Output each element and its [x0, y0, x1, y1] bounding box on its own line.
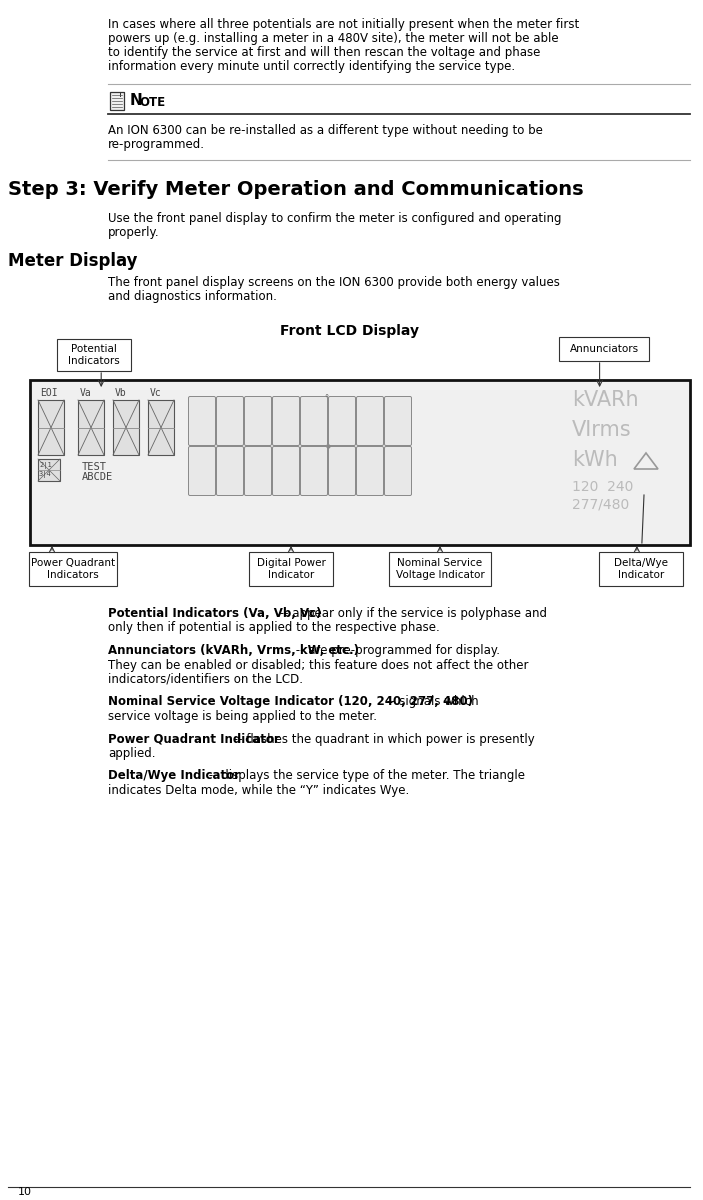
FancyBboxPatch shape: [29, 552, 117, 586]
Text: indicators/identifiers on the LCD.: indicators/identifiers on the LCD.: [108, 673, 303, 686]
FancyBboxPatch shape: [245, 396, 271, 445]
Text: -- signals which: -- signals which: [383, 696, 479, 708]
Text: 120  240: 120 240: [572, 480, 633, 494]
Text: -- flashes the quadrant in which power is presently: -- flashes the quadrant in which power i…: [231, 732, 535, 745]
Bar: [78, 400, 104, 455]
FancyBboxPatch shape: [389, 552, 491, 586]
FancyBboxPatch shape: [328, 396, 356, 445]
Bar: [113, 400, 139, 455]
Text: Annunciators: Annunciators: [569, 344, 638, 354]
Text: applied.: applied.: [108, 746, 155, 760]
Text: -- are pre-programmed for display.: -- are pre-programmed for display.: [292, 644, 500, 658]
Text: to identify the service at first and will then rescan the voltage and phase: to identify the service at first and wil…: [108, 46, 541, 59]
Text: Digital Power
Indicator: Digital Power Indicator: [257, 558, 325, 580]
Bar: [30, 380, 690, 545]
Text: VIrms: VIrms: [572, 420, 631, 440]
Text: N: N: [130, 92, 143, 108]
Text: TEST: TEST: [82, 462, 107, 472]
Text: In cases where all three potentials are not initially present when the meter fir: In cases where all three potentials are …: [108, 18, 579, 31]
Text: An ION 6300 can be re-installed as a different type without needing to be: An ION 6300 can be re-installed as a dif…: [108, 124, 543, 137]
FancyBboxPatch shape: [273, 396, 299, 445]
FancyBboxPatch shape: [245, 446, 271, 496]
FancyBboxPatch shape: [559, 337, 649, 361]
Text: Nominal Service
Voltage Indicator: Nominal Service Voltage Indicator: [396, 558, 484, 580]
Text: ABCDE: ABCDE: [82, 472, 113, 482]
Text: Delta/Wye
Indicator: Delta/Wye Indicator: [614, 558, 668, 580]
FancyBboxPatch shape: [217, 396, 243, 445]
Text: 10: 10: [18, 1187, 32, 1198]
Text: Step 3: Verify Meter Operation and Communications: Step 3: Verify Meter Operation and Commu…: [8, 180, 583, 199]
Text: kWh: kWh: [572, 450, 618, 470]
Text: Vc: Vc: [150, 388, 162, 398]
Text: Annunciators (kVARh, Vrms, kW, etc.): Annunciators (kVARh, Vrms, kW, etc.): [108, 644, 359, 658]
Bar: [148, 400, 174, 455]
Text: Power Quadrant Indicator: Power Quadrant Indicator: [108, 732, 280, 745]
Text: Use the front panel display to confirm the meter is configured and operating: Use the front panel display to confirm t…: [108, 212, 562, 226]
Text: 3|4: 3|4: [39, 470, 52, 478]
Text: Meter Display: Meter Display: [8, 252, 138, 270]
Text: Nominal Service Voltage Indicator (120, 240, 277, 480): Nominal Service Voltage Indicator (120, …: [108, 696, 473, 708]
Text: information every minute until correctly identifying the service type.: information every minute until correctly…: [108, 60, 515, 73]
Text: properly.: properly.: [108, 226, 160, 239]
FancyBboxPatch shape: [385, 446, 411, 496]
Text: -- displays the service type of the meter. The triangle: -- displays the service type of the mete…: [205, 769, 525, 782]
FancyBboxPatch shape: [385, 396, 411, 445]
Text: kVARh: kVARh: [572, 390, 638, 410]
Text: °: °: [324, 394, 328, 403]
FancyBboxPatch shape: [300, 396, 328, 445]
Text: service voltage is being applied to the meter.: service voltage is being applied to the …: [108, 710, 377, 722]
Bar: [38, 400, 64, 455]
FancyBboxPatch shape: [273, 446, 299, 496]
Text: The front panel display screens on the ION 6300 provide both energy values: The front panel display screens on the I…: [108, 276, 560, 289]
FancyBboxPatch shape: [356, 446, 384, 496]
Text: powers up (e.g. installing a meter in a 480V site), the meter will not be able: powers up (e.g. installing a meter in a …: [108, 32, 559, 44]
Text: Potential
Indicators: Potential Indicators: [68, 344, 120, 366]
FancyBboxPatch shape: [599, 552, 683, 586]
Text: indicates Delta mode, while the “Y” indicates Wye.: indicates Delta mode, while the “Y” indi…: [108, 784, 409, 797]
Text: Vb: Vb: [115, 388, 127, 398]
Text: Power Quadrant
Indicators: Power Quadrant Indicators: [31, 558, 115, 580]
FancyBboxPatch shape: [300, 446, 328, 496]
FancyBboxPatch shape: [57, 338, 131, 371]
FancyBboxPatch shape: [356, 396, 384, 445]
Text: -- appear only if the service is polyphase and: -- appear only if the service is polypha…: [276, 607, 548, 620]
FancyBboxPatch shape: [249, 552, 333, 586]
Text: Delta/Wye Indicator: Delta/Wye Indicator: [108, 769, 240, 782]
Text: Front LCD Display: Front LCD Display: [280, 324, 418, 338]
FancyBboxPatch shape: [188, 446, 216, 496]
Text: 2|1: 2|1: [39, 462, 52, 469]
Text: only then if potential is applied to the respective phase.: only then if potential is applied to the…: [108, 622, 440, 635]
Text: Va: Va: [80, 388, 92, 398]
Bar: [110, 92, 124, 110]
Text: They can be enabled or disabled; this feature does not affect the other: They can be enabled or disabled; this fe…: [108, 659, 529, 672]
FancyBboxPatch shape: [188, 396, 216, 445]
Bar: [38, 458, 60, 481]
Text: re-programmed.: re-programmed.: [108, 138, 205, 151]
FancyBboxPatch shape: [217, 446, 243, 496]
FancyBboxPatch shape: [328, 446, 356, 496]
Text: EOI: EOI: [40, 388, 58, 398]
Text: OTE: OTE: [139, 96, 165, 109]
Text: 277/480: 277/480: [572, 498, 629, 512]
Text: Potential Indicators (Va, Vb, Vc): Potential Indicators (Va, Vb, Vc): [108, 607, 321, 620]
Text: and diagnostics information.: and diagnostics information.: [108, 290, 277, 302]
